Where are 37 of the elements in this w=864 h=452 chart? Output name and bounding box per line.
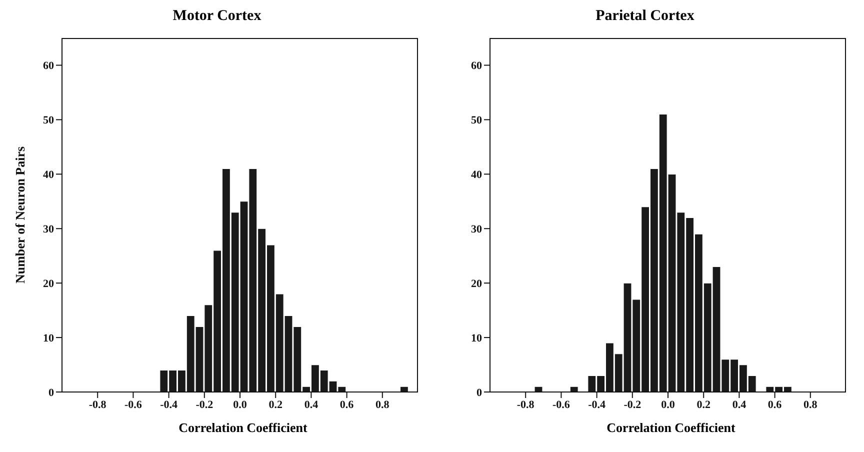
x-tick-label: -0.4 [588,398,606,411]
x-tick-label: 0.0 [233,398,248,411]
y-tick-label: 50 [43,114,54,127]
y-tick-label: 20 [471,278,482,290]
y-axis-title: Number of Neuron Pairs [12,146,28,284]
x-tick-label: -0.2 [196,398,214,411]
x-tick-label: -0.8 [516,398,535,411]
y-tick-label: 50 [471,114,482,127]
chart-title: Motor Cortex [172,8,262,26]
y-tick-label: 20 [43,278,54,290]
x-tick-label: -0.8 [88,398,107,411]
x-tick-label: 0.4 [304,398,319,411]
x-tick-label: 0.0 [661,398,676,411]
x-tick-label: 0.6 [768,398,782,411]
x-tick-label: 0.8 [376,398,390,411]
y-tick-label: 40 [471,169,482,182]
y-tick-label: 60 [43,60,54,72]
x-tick-label: -0.6 [124,398,142,411]
y-tick-label: 0 [48,386,54,399]
x-tick-label: -0.2 [624,398,642,411]
x-axis-title: Correlation Coefficient [178,420,308,436]
x-tick-label: -0.6 [552,398,570,411]
y-tick-label: 10 [471,332,482,344]
x-axis-title: Correlation Coefficient [606,420,736,436]
x-tick-label: 0.8 [804,398,818,411]
y-tick-label: 10 [43,332,54,344]
y-tick-label: 60 [471,60,482,72]
chart-title: Parietal Cortex [594,8,696,26]
y-tick-label: 30 [471,224,482,236]
x-tick-label: 0.2 [696,398,711,411]
y-tick-label: 0 [476,386,482,399]
x-tick-label: -0.4 [160,398,178,411]
y-tick-label: 40 [43,169,54,182]
x-tick-label: 0.6 [340,398,354,411]
x-tick-label: 0.4 [732,398,747,411]
y-tick-label: 30 [43,224,54,236]
x-tick-label: 0.2 [268,398,283,411]
